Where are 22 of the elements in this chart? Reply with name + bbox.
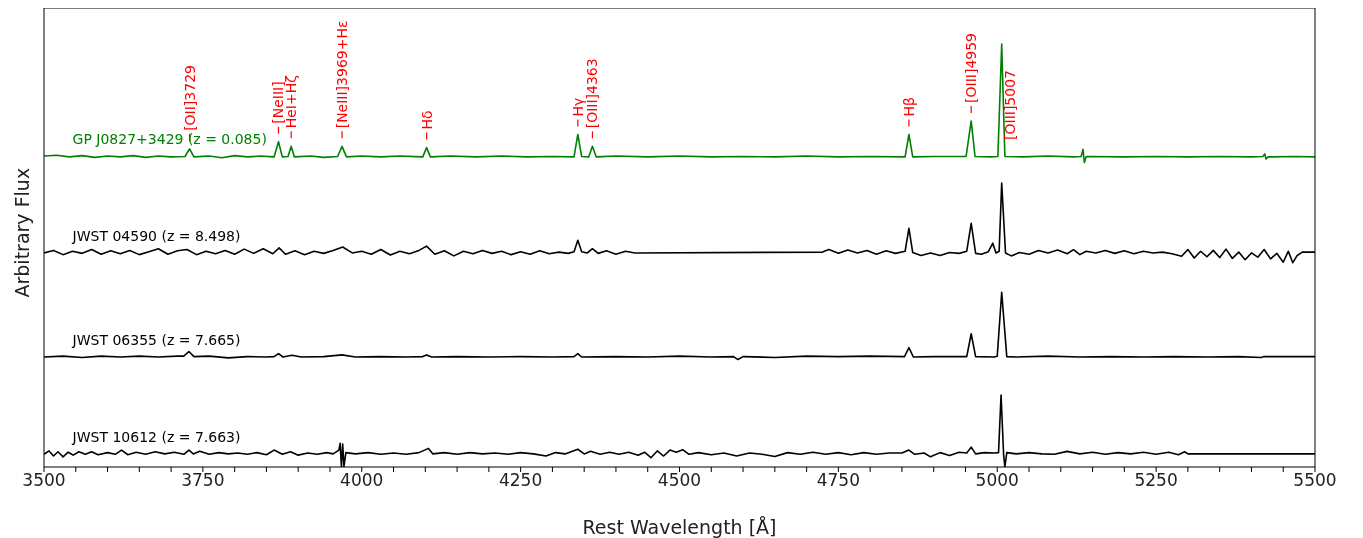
x-tick-label: 4500 bbox=[657, 470, 702, 491]
x-tick-label: 4250 bbox=[498, 470, 543, 491]
annotation: [OIII]4363 bbox=[584, 58, 601, 129]
series-label: JWST 04590 (z = 8.498) bbox=[71, 227, 241, 244]
x-tick-label: 5500 bbox=[1293, 470, 1337, 491]
x-tick-label: 3750 bbox=[181, 470, 225, 491]
x-tick-label: 5000 bbox=[975, 470, 1019, 491]
annotation: Hβ bbox=[900, 97, 917, 117]
x-tick-label: 3500 bbox=[22, 470, 66, 491]
x-tick-label: 4750 bbox=[816, 470, 861, 491]
annotation: [OIII]4959 bbox=[963, 32, 980, 103]
series-label: JWST 10612 (z = 7.663) bbox=[71, 429, 241, 446]
series-label: JWST 06355 (z = 7.665) bbox=[71, 332, 241, 349]
annotation: [OII]3729 bbox=[181, 65, 198, 131]
annotation: [OIII]5007 bbox=[1001, 69, 1018, 140]
annotation: Hδ bbox=[418, 110, 435, 130]
x-tick-label: 4000 bbox=[340, 470, 384, 491]
annotation: [NeIII]3969+Hε bbox=[334, 20, 351, 129]
y-axis-title: Arbitrary Flux bbox=[10, 167, 33, 298]
x-tick-label: 5250 bbox=[1134, 470, 1178, 491]
annotation: Hγ bbox=[569, 97, 586, 117]
x-axis-title: Rest Wavelength [Å] bbox=[582, 516, 777, 538]
